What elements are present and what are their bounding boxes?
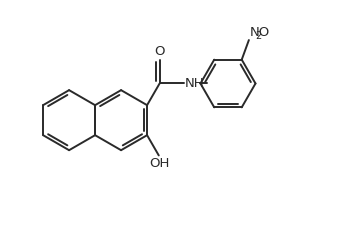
Text: 2: 2 — [255, 31, 261, 41]
Text: OH: OH — [149, 157, 170, 170]
Text: O: O — [154, 45, 165, 58]
Text: NO: NO — [250, 26, 270, 39]
Text: NH: NH — [185, 77, 204, 90]
